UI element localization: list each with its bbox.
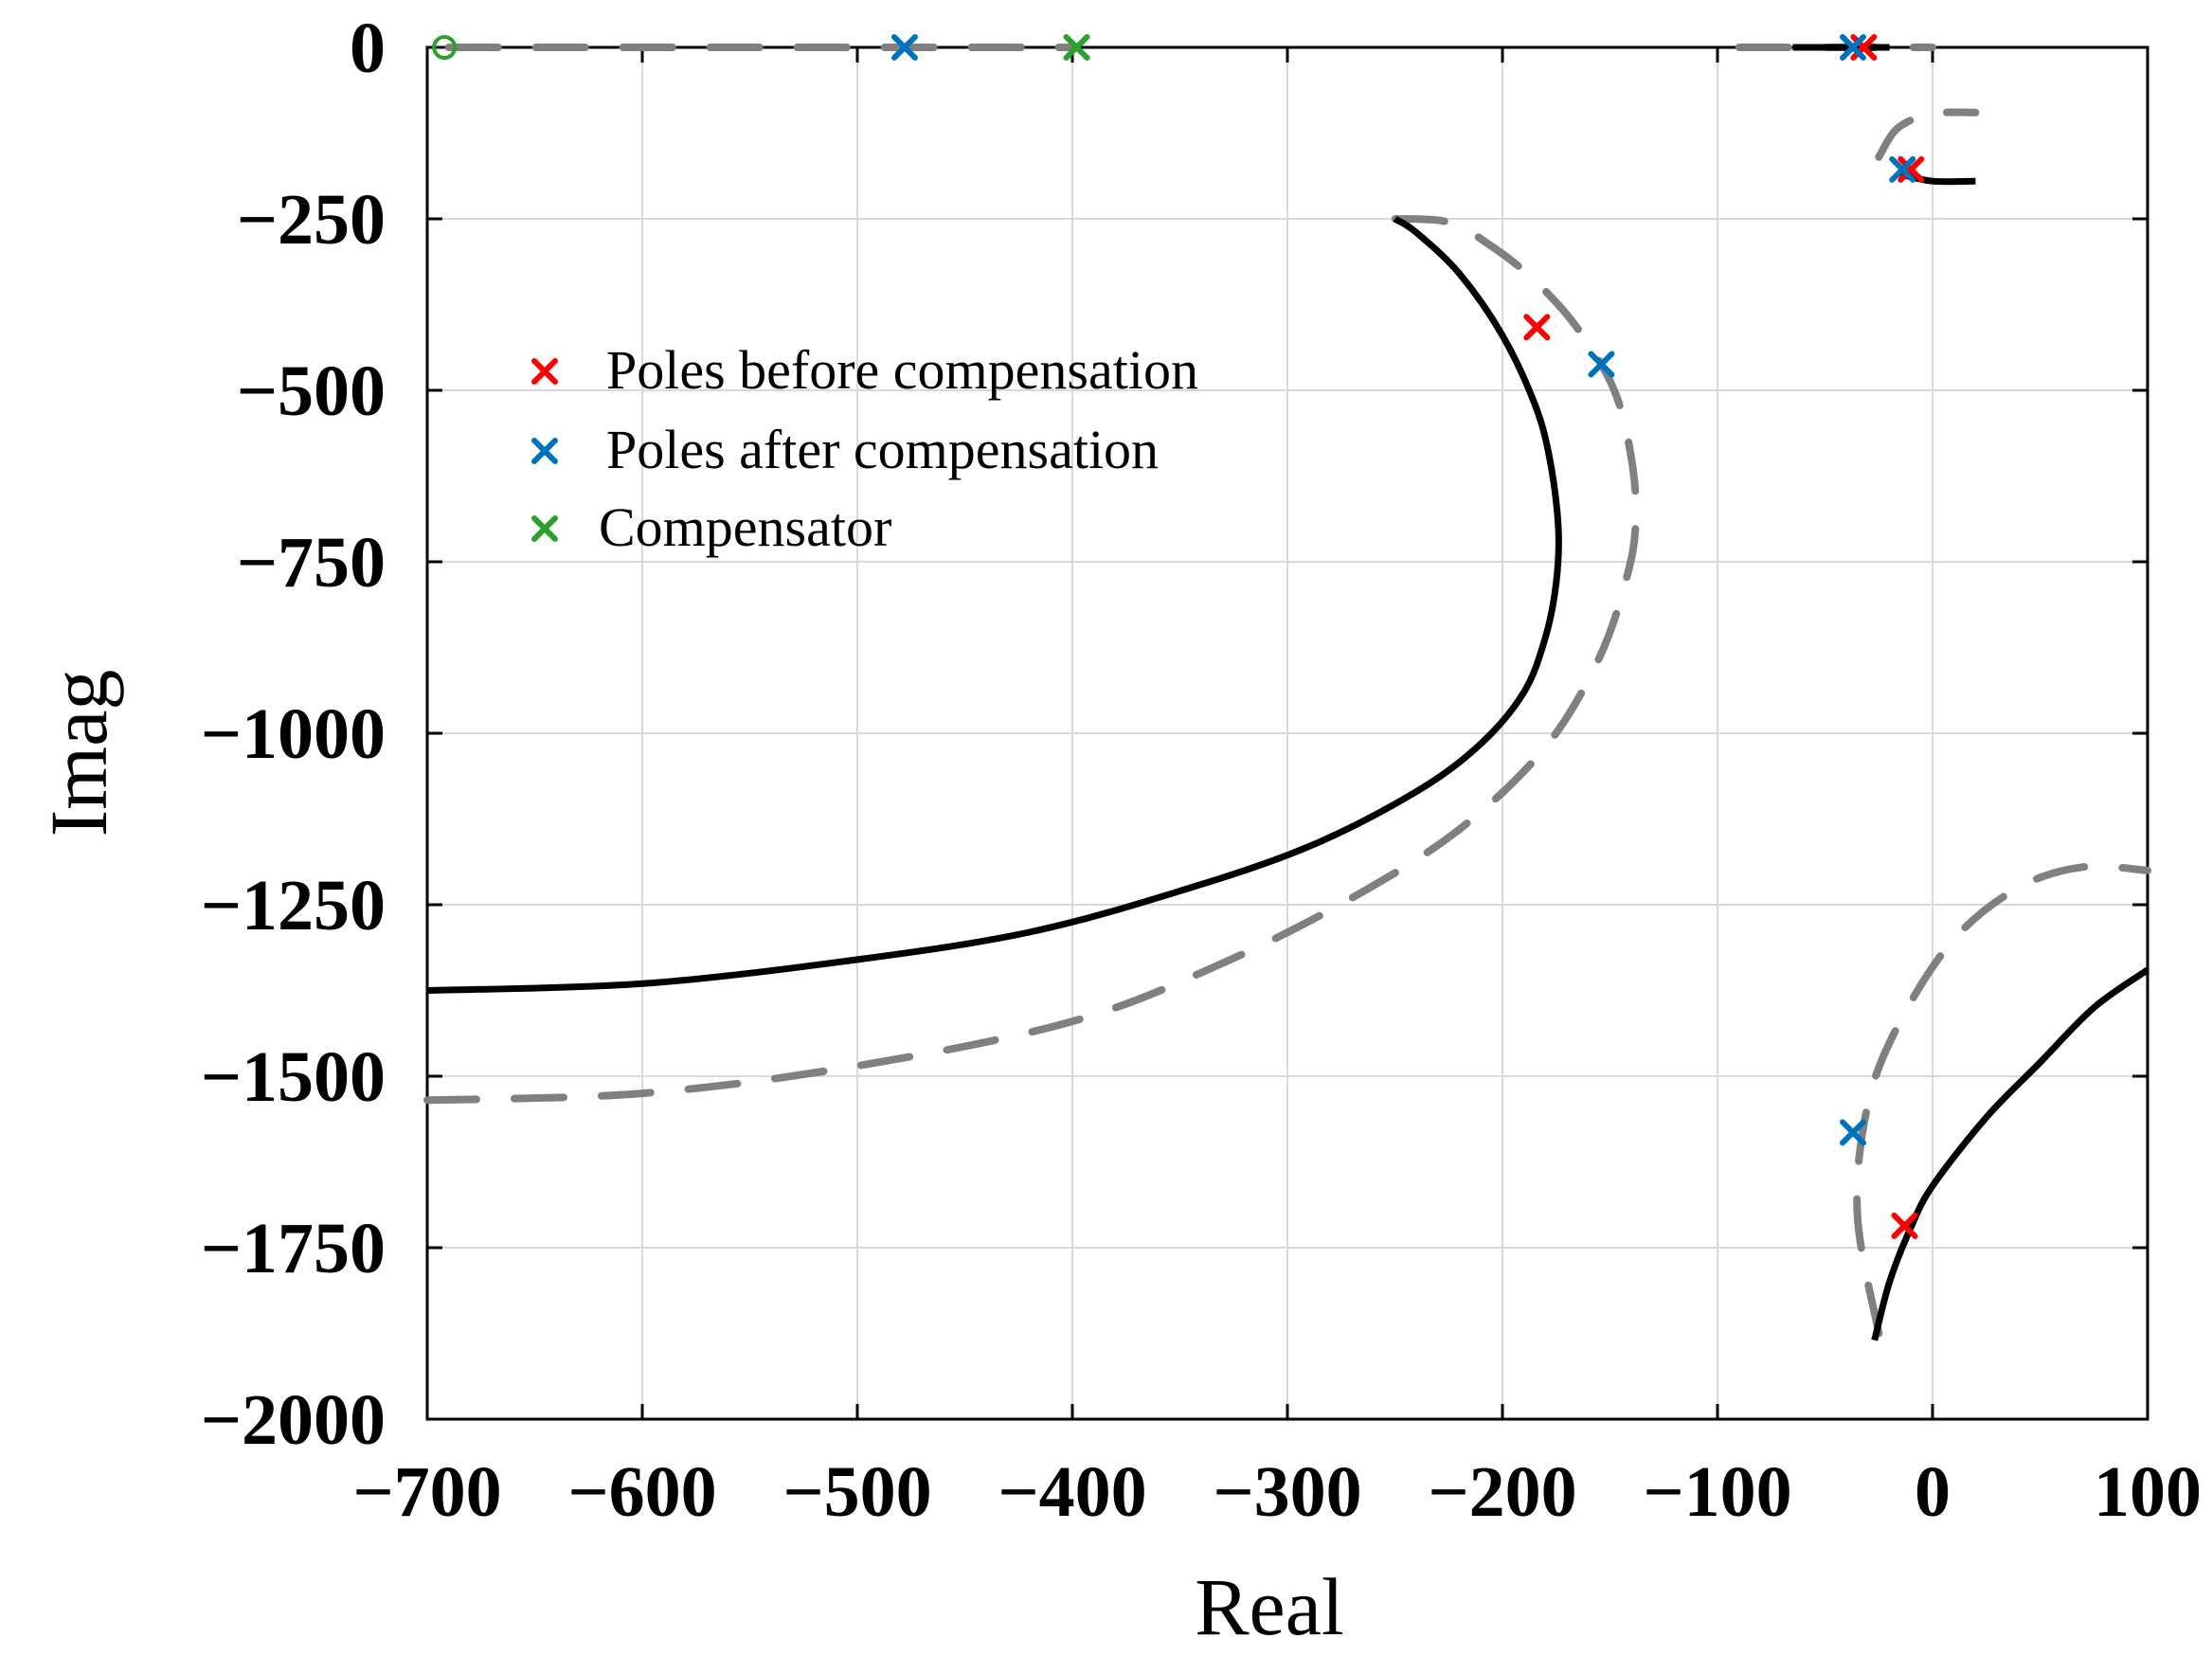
locus-before-branch xyxy=(1871,966,2149,1341)
legend-item-compensator-label: Compensator xyxy=(599,496,891,558)
pole-after-marker-stroke-b xyxy=(1840,34,1867,61)
locus-after-branch xyxy=(1875,108,1980,161)
pole-after-marker-stroke-b xyxy=(890,34,918,61)
y-tick-label: −250 xyxy=(237,180,386,260)
x-tick-label: −200 xyxy=(1428,1452,1576,1532)
y-tick-label: 0 xyxy=(350,9,386,88)
x-axis-label: Real xyxy=(1195,1561,1344,1651)
pole-after-marker xyxy=(1588,351,1615,378)
y-tick-label: −1750 xyxy=(201,1209,386,1288)
pole-markers xyxy=(432,34,1925,1239)
x-tick-label: −300 xyxy=(1213,1452,1361,1532)
x-tick-label: −600 xyxy=(567,1452,716,1532)
pole-after-marker xyxy=(1889,155,1916,183)
pole-before-marker-stroke-b xyxy=(1897,155,1925,183)
y-tick-label: −1250 xyxy=(201,866,386,945)
legend-item-poles-after-marker xyxy=(531,438,558,464)
pole-after-marker xyxy=(1840,1119,1867,1146)
pole-before-marker-stroke-b xyxy=(1891,1212,1918,1239)
legend-item-poles-before-marker-stroke-b xyxy=(531,358,558,385)
legend-item-poles-after-marker-stroke-b xyxy=(531,438,558,464)
pole-after-marker-stroke-b xyxy=(1840,1119,1867,1146)
locus-before-branch xyxy=(426,215,1562,994)
locus-series xyxy=(423,44,2151,1341)
pole-before-marker xyxy=(1891,1212,1918,1239)
y-tick-label: −1000 xyxy=(201,694,386,774)
pole-before-marker-stroke-b xyxy=(1523,314,1551,341)
legend-item-compensator-marker xyxy=(531,515,558,542)
y-tick-label: −500 xyxy=(237,351,386,431)
y-tick-label: −1500 xyxy=(201,1037,386,1117)
x-tick-label: 100 xyxy=(2094,1452,2202,1532)
pole-after-marker xyxy=(890,34,918,61)
pole-before-marker xyxy=(1523,314,1551,341)
legend-item-poles-before-label: Poles before compensation xyxy=(606,339,1198,401)
legend: Poles before compensation Poles after co… xyxy=(531,339,1198,558)
pole-before-marker xyxy=(1897,155,1925,183)
x-tick-label: 0 xyxy=(1915,1452,1951,1532)
pole-after-marker-stroke-b xyxy=(1889,155,1916,183)
compensator-zero-marker xyxy=(432,35,458,60)
pole-after-marker-stroke-b xyxy=(1588,351,1615,378)
x-tick-label: −100 xyxy=(1643,1452,1791,1532)
x-tick-label: −700 xyxy=(352,1452,501,1532)
legend-item-poles-before-marker xyxy=(531,358,558,385)
y-tick-label: −2000 xyxy=(201,1380,386,1460)
y-tick-labels: 0 −250 −500 −750 −1000 −1250 −1500 −1750 −2000 xyxy=(201,9,386,1460)
grid xyxy=(427,47,2148,1419)
x-tick-label: −400 xyxy=(998,1452,1146,1532)
compensator-pole-marker-stroke-b xyxy=(1063,34,1090,61)
x-tick-label: −500 xyxy=(782,1452,931,1532)
pole-after-marker xyxy=(1840,34,1867,61)
y-tick-label: −750 xyxy=(237,523,386,603)
locus-after-branch xyxy=(1853,862,2151,1338)
legend-item-compensator-marker-stroke-b xyxy=(531,515,558,542)
legend-item-poles-after-label: Poles after compensation xyxy=(606,419,1159,480)
y-axis-label: Imag xyxy=(33,670,124,837)
x-tick-labels: −700 −600 −500 −400 −300 −200 −100 0 100 xyxy=(352,1452,2202,1532)
locus-after-branch xyxy=(423,215,1640,1105)
compensator-pole-marker xyxy=(1063,34,1090,61)
